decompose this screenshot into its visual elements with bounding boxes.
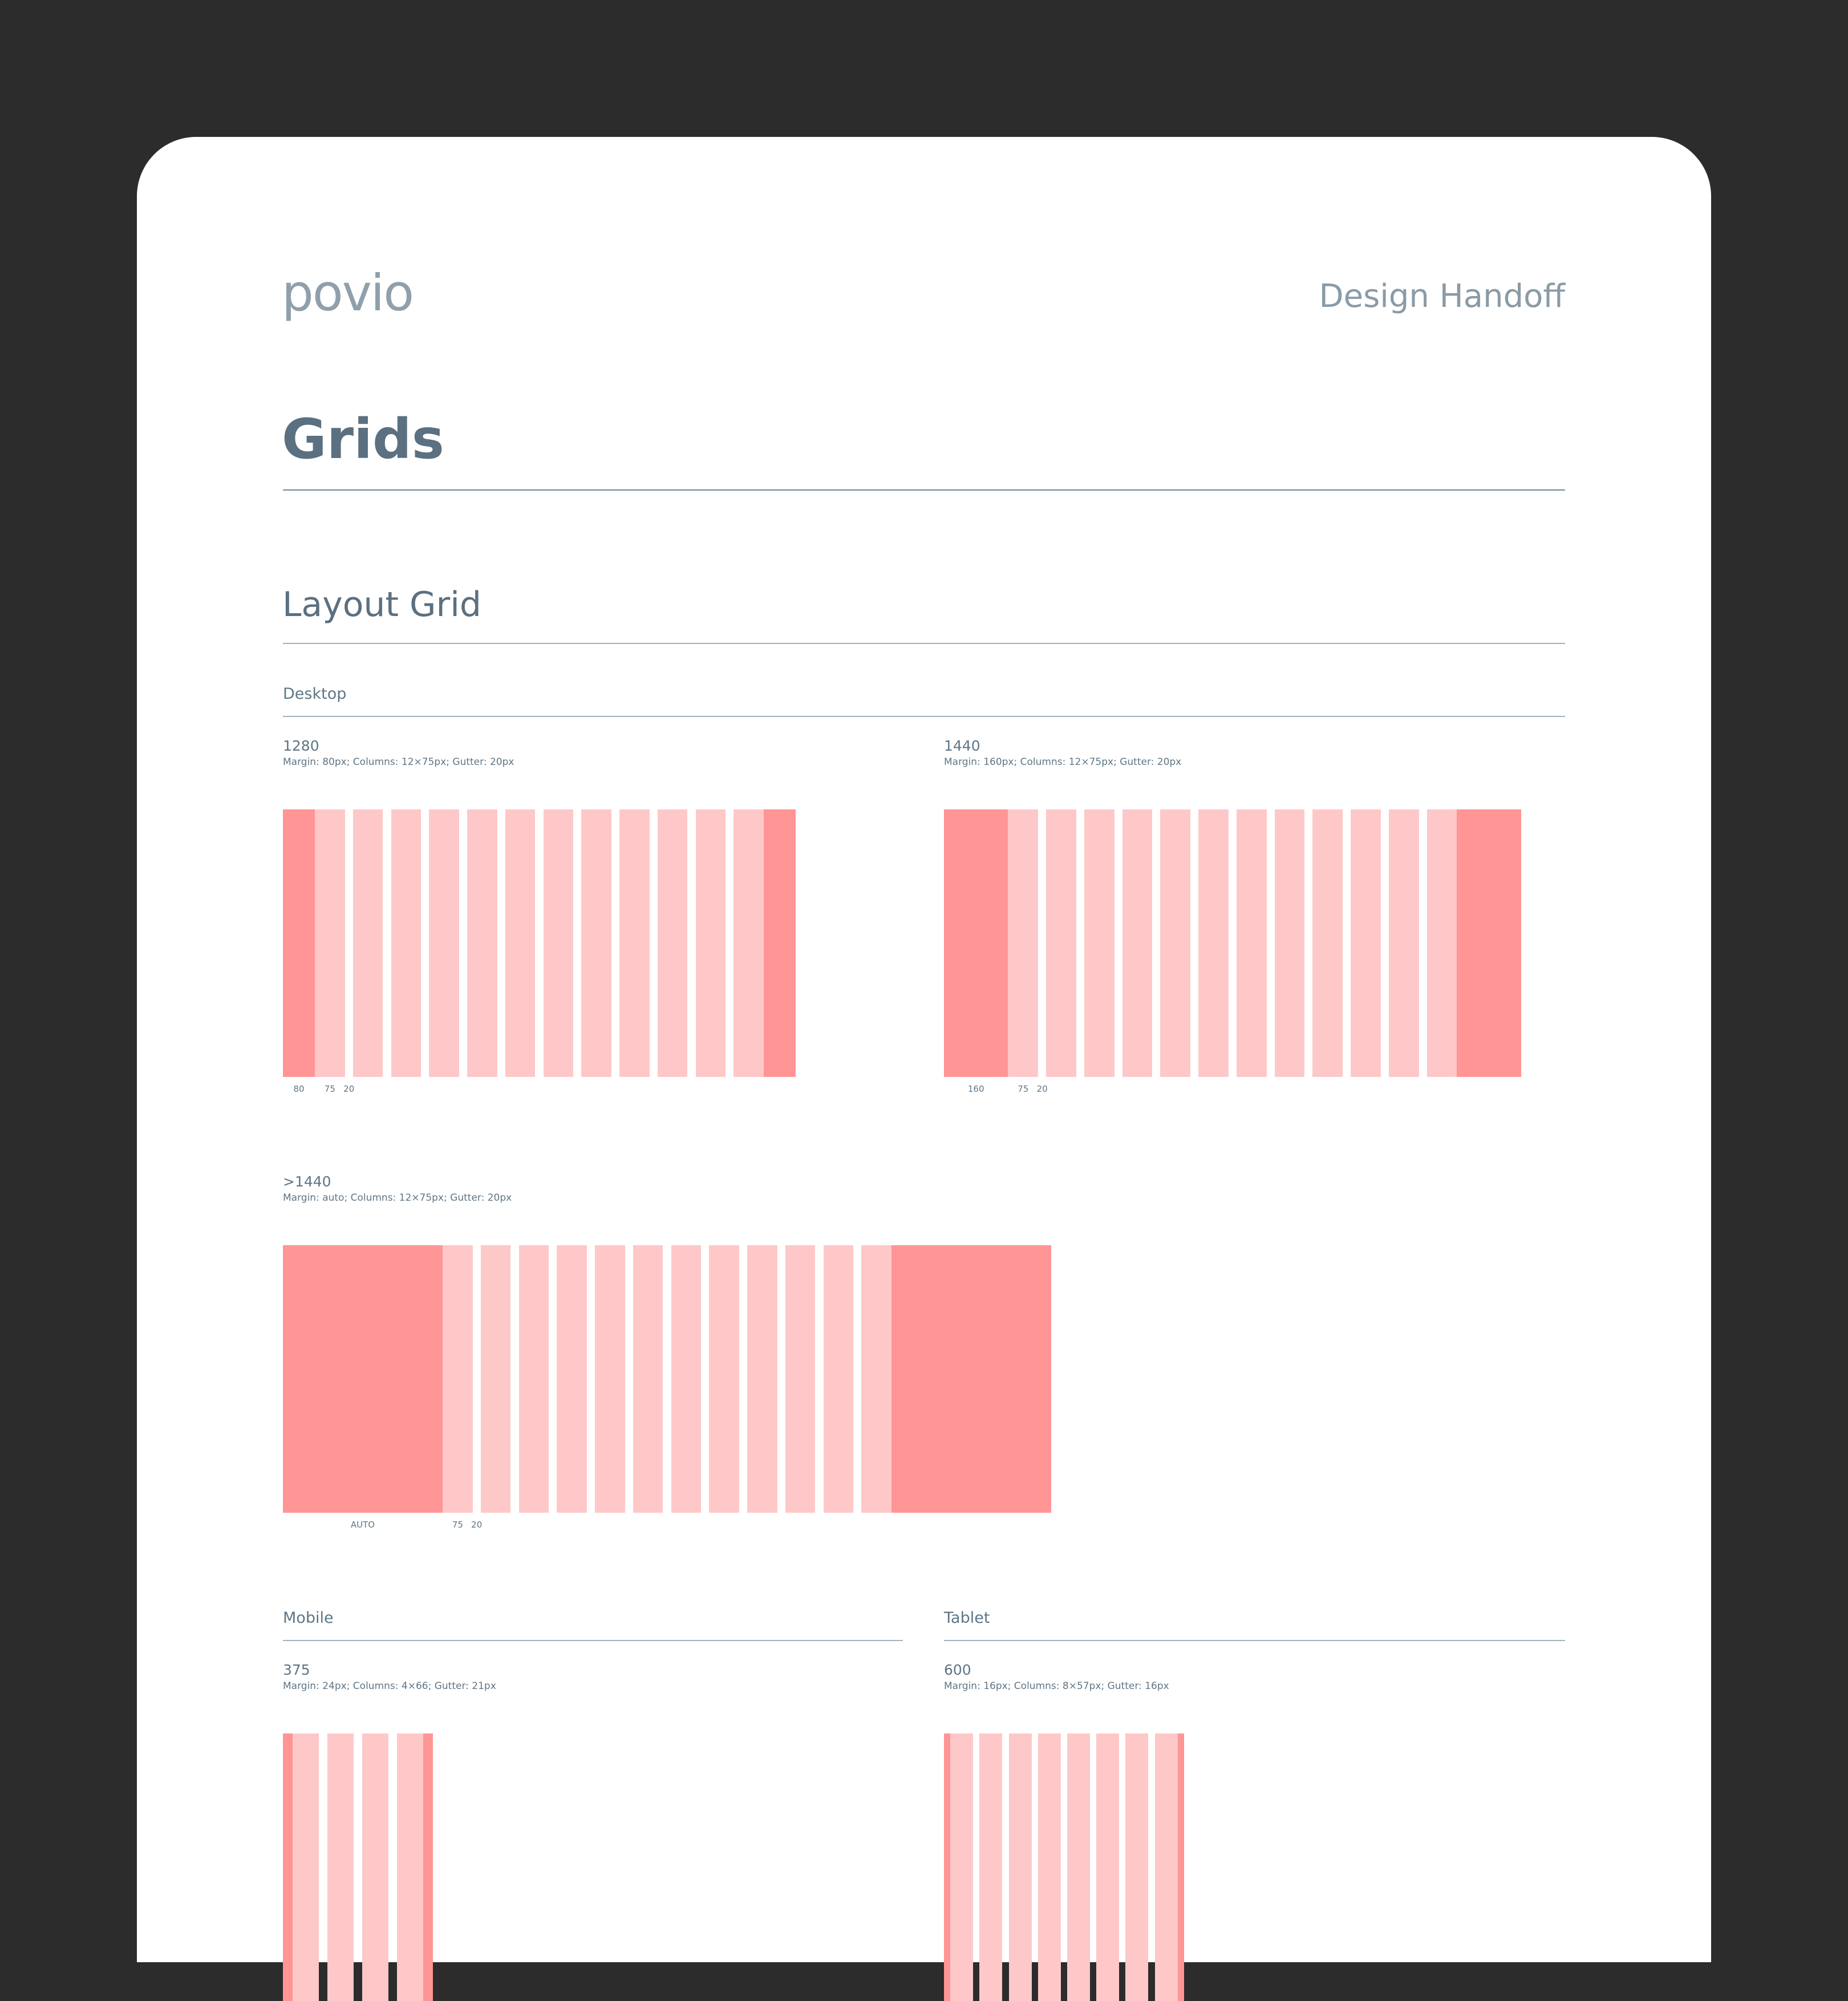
margin [763, 809, 796, 1077]
grid-diagram [944, 1733, 1184, 2001]
column [1122, 809, 1153, 1077]
dimension-label: 20 [1036, 1084, 1048, 1094]
column [861, 1245, 891, 1513]
grid-spec: Margin: 16px; Columns: 8×57px; Gutter: 1… [944, 1680, 1169, 1692]
grid-diagram [944, 809, 1521, 1077]
column [747, 1245, 777, 1513]
column [619, 809, 650, 1077]
margin [283, 1245, 443, 1513]
column [1312, 809, 1343, 1077]
column [1154, 1733, 1178, 2001]
margin [944, 1733, 951, 2001]
column [1125, 1733, 1149, 2001]
dimension-label: AUTO [350, 1520, 375, 1530]
column [1426, 809, 1457, 1077]
dimension-label: 75 [1018, 1084, 1029, 1094]
page-title: Grids [282, 407, 444, 471]
column [633, 1245, 663, 1513]
column [1096, 1733, 1120, 2001]
column [443, 1245, 473, 1513]
grid-name: >1440 [283, 1173, 331, 1190]
column [709, 1245, 739, 1513]
dimension-label: 75 [324, 1084, 335, 1094]
column [1008, 809, 1039, 1077]
column [362, 1733, 389, 2001]
section-title: Layout Grid [282, 585, 481, 625]
column [1008, 1733, 1032, 2001]
column [595, 1245, 625, 1513]
grid-spec: Margin: 80px; Columns: 12×75px; Gutter: … [283, 756, 514, 768]
column [391, 809, 422, 1077]
grid-spec: Margin: 160px; Columns: 12×75px; Gutter:… [944, 756, 1182, 768]
column [1046, 809, 1076, 1077]
column [557, 1245, 587, 1513]
grid-name: 1280 [283, 738, 319, 754]
dimension-label: 20 [343, 1084, 355, 1094]
column [1198, 809, 1229, 1077]
column [785, 1245, 816, 1513]
subsection-title: Mobile [283, 1609, 334, 1627]
column [1274, 809, 1305, 1077]
subsection-title: Desktop [283, 685, 347, 703]
grid-diagram [283, 1733, 433, 2001]
divider [944, 1640, 1565, 1641]
divider [283, 716, 1565, 717]
header-title: Design Handoff [1319, 278, 1565, 315]
column [480, 1245, 511, 1513]
grid-diagram [283, 1245, 1051, 1513]
dimension-label: 80 [293, 1084, 305, 1094]
dimension-label: 20 [471, 1520, 483, 1530]
margin [891, 1245, 1051, 1513]
page: povio Design Handoff Grids Layout Grid D… [137, 137, 1711, 2001]
column [327, 1733, 354, 2001]
column [1084, 809, 1115, 1077]
column [1160, 809, 1191, 1077]
column [396, 1733, 424, 2001]
margin [1457, 809, 1521, 1077]
column [823, 1245, 854, 1513]
column [657, 809, 688, 1077]
column [518, 1245, 549, 1513]
column [315, 809, 345, 1077]
margin [283, 809, 315, 1077]
grid-spec: Margin: 24px; Columns: 4×66; Gutter: 21p… [283, 1680, 496, 1692]
column [979, 1733, 1003, 2001]
column [352, 809, 383, 1077]
logo: povio [282, 264, 414, 322]
column [505, 809, 536, 1077]
grid-name: 375 [283, 1662, 310, 1678]
column [950, 1733, 974, 2001]
margin [423, 1733, 433, 2001]
divider [283, 643, 1565, 644]
column [1236, 809, 1267, 1077]
grid-name: 1440 [944, 738, 980, 754]
grid-name: 600 [944, 1662, 971, 1678]
column [671, 1245, 702, 1513]
column [1038, 1733, 1061, 2001]
margin [283, 1733, 293, 2001]
column [1351, 809, 1381, 1077]
column [1067, 1733, 1090, 2001]
divider [283, 1640, 903, 1641]
dimension-label: 160 [967, 1084, 984, 1094]
margin [944, 809, 1008, 1077]
divider [283, 489, 1565, 491]
column [292, 1733, 319, 2001]
column [695, 809, 726, 1077]
grid-diagram [283, 809, 796, 1077]
grid-spec: Margin: auto; Columns: 12×75px; Gutter: … [283, 1192, 512, 1204]
column [429, 809, 459, 1077]
column [543, 809, 574, 1077]
column [467, 809, 497, 1077]
column [581, 809, 611, 1077]
subsection-title: Tablet [944, 1609, 990, 1627]
column [1388, 809, 1419, 1077]
dimension-label: 75 [452, 1520, 463, 1530]
column [733, 809, 764, 1077]
margin [1177, 1733, 1184, 2001]
